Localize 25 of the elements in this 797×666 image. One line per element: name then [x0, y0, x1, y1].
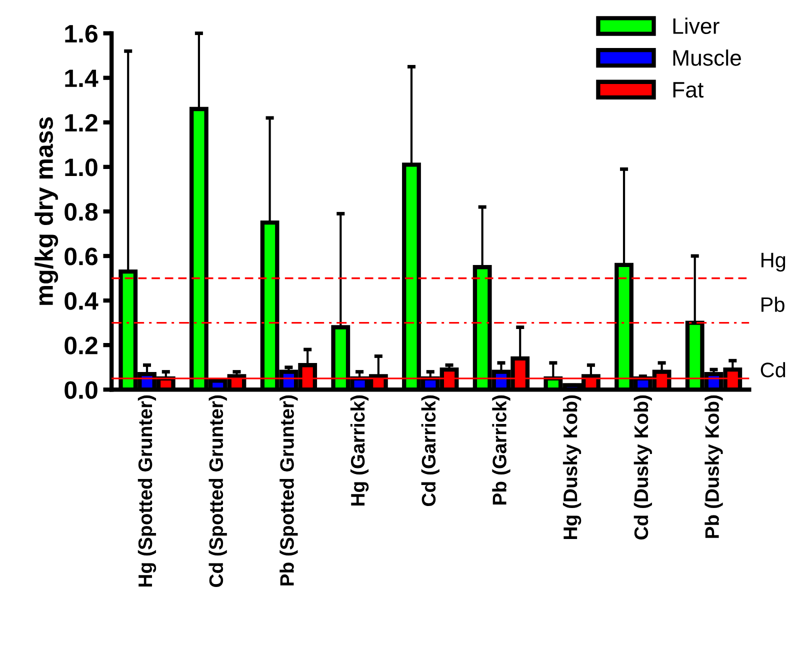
- x-tick-label: Pb (Garrick): [492, 395, 510, 504]
- x-tick-label: Cd (Spotted Grunter): [208, 395, 227, 588]
- y-tick-label: 0.4: [64, 292, 98, 310]
- y-tick-label: 1.2: [65, 114, 98, 132]
- y-axis-title: mg/kg dry mass: [34, 117, 58, 305]
- y-tick-label: 0.0: [64, 381, 98, 399]
- x-tick-label: Pb (Dusky Kob): [704, 395, 723, 538]
- y-tick-label: 1.4: [65, 70, 98, 87]
- ref-line-label: Hg: [762, 252, 786, 272]
- ref-line-label: Pb: [762, 296, 784, 312]
- ref-line-label: Cd: [760, 362, 786, 378]
- x-tick-label: Pb (Spotted Grunter): [280, 395, 298, 586]
- x-tick-label: Hg (Garrick): [350, 395, 369, 506]
- y-tick-label: 0.2: [64, 336, 98, 354]
- y-tick-label: 0.8: [64, 203, 98, 221]
- x-tick-label: Cd (Garrick): [421, 395, 440, 506]
- legend-label: Liver: [673, 18, 720, 34]
- legend-label: Muscle: [673, 49, 741, 66]
- y-tick-label: 1.0: [65, 158, 98, 176]
- y-tick-label: 0.6: [64, 248, 98, 266]
- x-tick-label: Cd (Dusky Kob): [634, 395, 652, 540]
- x-tick-label: Hg (Spotted Grunter): [138, 395, 156, 587]
- legend-label: Fat: [673, 82, 704, 98]
- y-tick-label: 1.6: [65, 24, 98, 43]
- x-tick-label: Hg (Dusky Kob): [562, 395, 582, 539]
